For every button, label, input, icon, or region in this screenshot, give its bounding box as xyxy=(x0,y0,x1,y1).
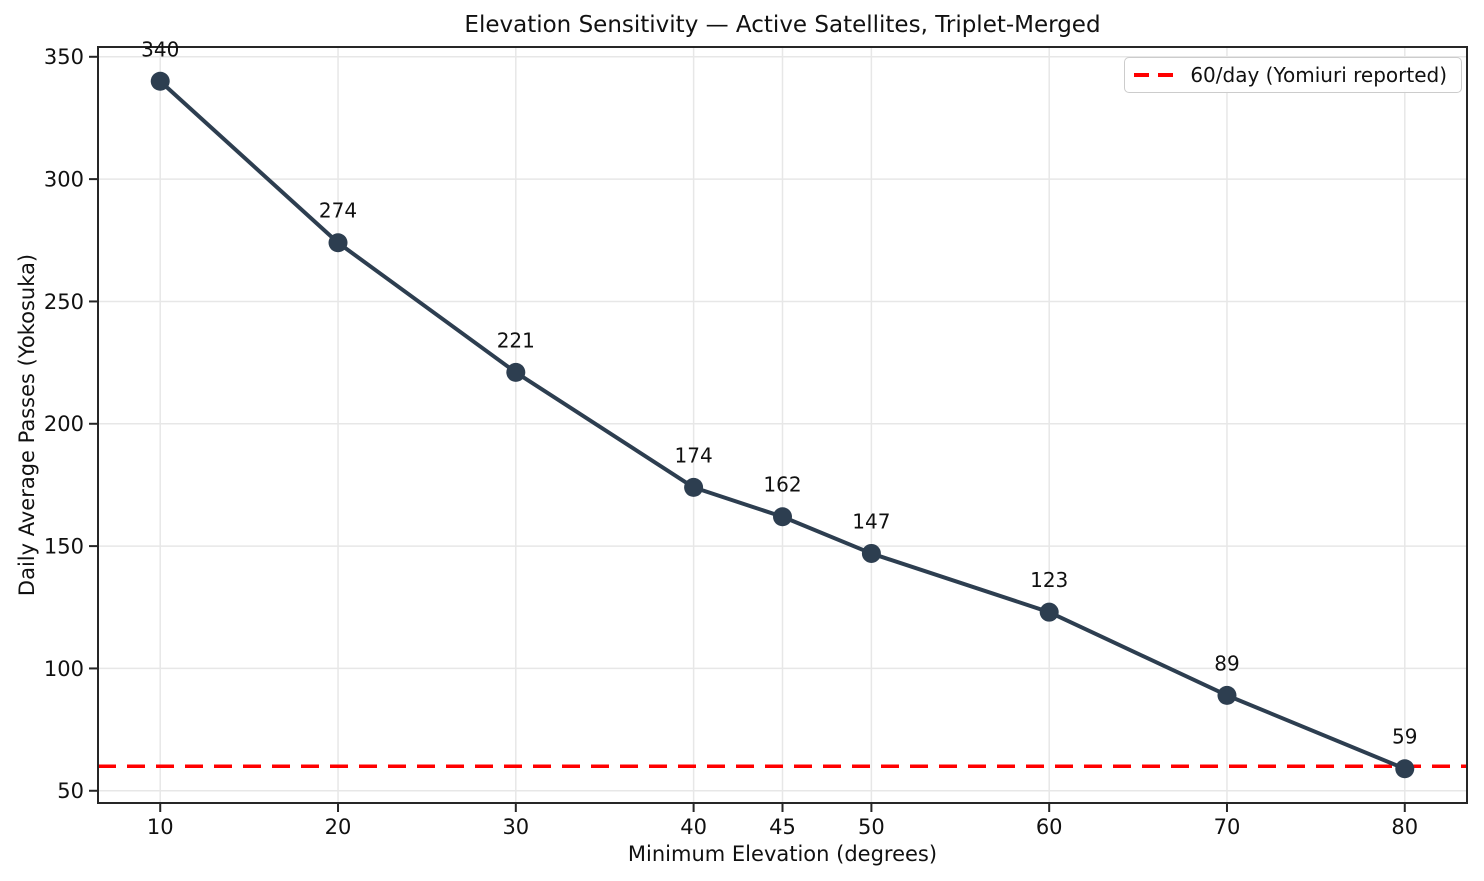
y-tick-label: 350 xyxy=(44,45,84,69)
data-point-label: 174 xyxy=(675,443,713,467)
x-tick-label: 45 xyxy=(769,815,796,839)
y-tick-label: 200 xyxy=(44,412,84,436)
data-point-label: 274 xyxy=(319,199,357,223)
y-tick-label: 100 xyxy=(44,657,84,681)
x-tick-label: 30 xyxy=(502,815,529,839)
legend: 60/day (Yomiuri reported) xyxy=(1124,57,1462,93)
data-point-marker xyxy=(861,543,881,563)
data-point-marker xyxy=(328,233,348,253)
x-tick-label: 20 xyxy=(325,815,352,839)
data-point-label: 89 xyxy=(1214,651,1239,675)
data-point-label: 123 xyxy=(1030,568,1068,592)
data-point-marker xyxy=(1039,602,1059,622)
y-tick-label: 250 xyxy=(44,290,84,314)
data-point-label: 162 xyxy=(763,473,801,497)
x-tick-label: 10 xyxy=(147,815,174,839)
y-tick-label: 300 xyxy=(44,167,84,191)
x-tick-label: 40 xyxy=(680,815,707,839)
chart-title: Elevation Sensitivity — Active Satellite… xyxy=(464,12,1101,38)
data-point-marker xyxy=(1395,759,1415,779)
data-point-label: 221 xyxy=(497,328,535,352)
data-point-marker xyxy=(773,507,792,527)
data-point-marker xyxy=(1217,685,1237,705)
data-point-marker xyxy=(684,477,704,497)
y-tick-label: 50 xyxy=(57,779,84,803)
plot-border xyxy=(97,46,1468,804)
x-axis-label: Minimum Elevation (degrees) xyxy=(627,842,938,866)
data-point-marker xyxy=(150,71,170,91)
data-point-label: 147 xyxy=(852,509,890,533)
data-point-marker xyxy=(506,362,526,382)
x-tick-label: 60 xyxy=(1036,815,1063,839)
x-tick-label: 70 xyxy=(1214,815,1241,839)
data-point-label: 340 xyxy=(141,37,179,61)
data-point-label: 59 xyxy=(1392,725,1417,749)
y-tick-label: 150 xyxy=(44,534,84,558)
legend-dashed-line-icon xyxy=(1134,73,1175,77)
x-tick-label: 50 xyxy=(858,815,885,839)
legend-entry-label: 60/day (Yomiuri reported) xyxy=(1190,63,1447,87)
x-tick-label: 80 xyxy=(1391,815,1418,839)
